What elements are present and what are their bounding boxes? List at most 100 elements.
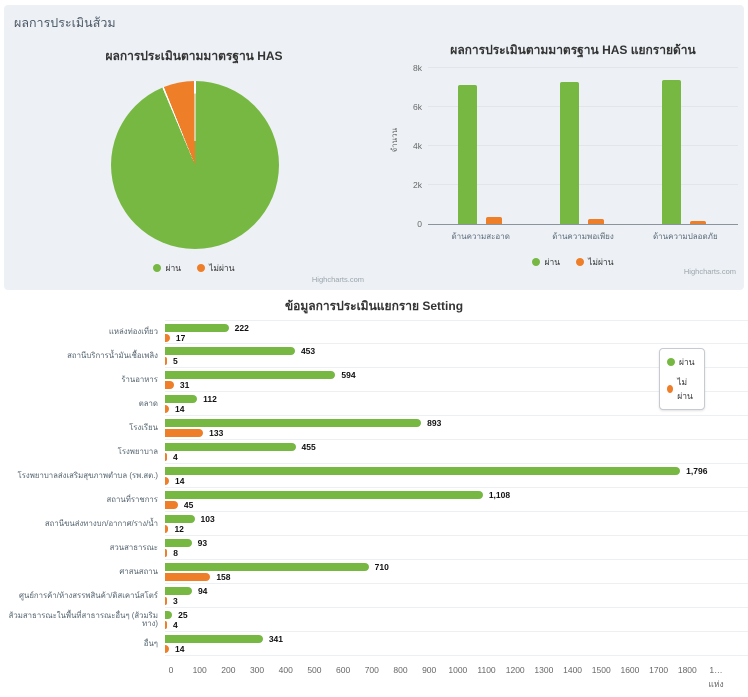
barh-track: 455 4	[165, 440, 748, 464]
barh-bar-fail[interactable]	[165, 405, 170, 413]
barh-bar-pass[interactable]	[165, 395, 198, 403]
barh-bar-fail[interactable]	[165, 453, 167, 461]
barh-bar-pass[interactable]	[165, 563, 369, 571]
highcharts-credit[interactable]: Highcharts.com	[683, 267, 736, 276]
barh-category-label: ศาสนสถาน	[119, 566, 158, 576]
barh-track: 25 4	[165, 608, 748, 632]
barh-value-label: 710	[374, 562, 389, 572]
barh-bar-pass[interactable]	[165, 324, 229, 332]
x-tick-label: 200	[221, 665, 236, 675]
highcharts-credit[interactable]: Highcharts.com	[311, 275, 364, 284]
barh-value-label: 5	[173, 356, 178, 366]
barh-bar-pass[interactable]	[165, 371, 336, 379]
barh-value-label: 45	[183, 500, 194, 510]
legend-item-fail[interactable]: ไม่ผ่าน	[667, 375, 697, 403]
barh-value-label: 4	[173, 452, 178, 462]
barh-bar-pass[interactable]	[165, 443, 296, 451]
barh-bar-pass[interactable]	[165, 467, 681, 475]
legend-fail-label: ไม่ผ่าน	[209, 263, 235, 273]
legend-pass-label: ผ่าน	[544, 257, 561, 267]
legend-item-pass[interactable]: ผ่าน	[153, 261, 181, 275]
barh-value-label: 31	[179, 380, 190, 390]
barh-bar-fail[interactable]	[165, 573, 211, 581]
barh-category-label: โรงพยาบาลส่งเสริมสุขภาพตำบล (รพ.สต.)	[17, 470, 158, 480]
barh-bar-fail[interactable]	[165, 357, 167, 365]
barh-bar-pass[interactable]	[165, 419, 422, 427]
column-bar-pass[interactable]	[662, 79, 682, 224]
barh-bar-fail[interactable]	[165, 334, 170, 342]
barh-row: สถานีบริการน้ำมันเชื้อเพลิง 453 5	[0, 344, 748, 368]
x-tick-label: 1100	[477, 665, 496, 675]
legend-item-fail[interactable]: ไม่ผ่าน	[197, 261, 235, 275]
legend-item-pass[interactable]: ผ่าน	[667, 355, 697, 369]
barh-value-label: 112	[203, 394, 217, 404]
column-bar-pass[interactable]	[560, 81, 579, 224]
x-tick-label: 1…	[709, 665, 723, 675]
barh-bar-fail[interactable]	[165, 477, 170, 485]
x-tick-label: 900	[422, 665, 437, 675]
column-bar-pass[interactable]	[457, 84, 477, 224]
x-tick-label: 300	[249, 665, 265, 675]
barh-x-axis: แห่ง 0 100 200 300 400 500 600 700 800 900 1000 110…	[169, 662, 724, 689]
barh-row: ศูนย์การค้า/ห้างสรรพสินค้า/ดิสเคาน์สโตร์…	[0, 584, 748, 608]
barh-bar-fail[interactable]	[165, 597, 167, 605]
fail-swatch-icon	[667, 385, 674, 393]
x-tick-label: 1300	[534, 665, 554, 675]
barh-row: แหล่งท่องเที่ยว 222 17	[0, 320, 748, 344]
barh-bar-fail[interactable]	[165, 645, 170, 653]
gridline	[428, 145, 738, 146]
pie-legend: ผ่าน ไม่ผ่าน	[14, 261, 374, 275]
barh-value-label: 222	[234, 323, 249, 333]
barh-bar-fail[interactable]	[165, 381, 174, 389]
legend-fail-label: ไม่ผ่าน	[677, 377, 693, 401]
has-summary-panel: ผลการประเมินส้วม ผลการประเมินตามมาตรฐาน …	[4, 5, 744, 290]
legend-item-fail[interactable]: ไม่ผ่าน	[576, 255, 614, 269]
barh-bar-pass[interactable]	[165, 635, 263, 643]
barh-bar-pass[interactable]	[165, 491, 483, 499]
barh-category-label: โรงพยาบาล	[117, 446, 158, 456]
barh-bar-pass[interactable]	[165, 587, 192, 595]
barh-track: 1,796 14	[165, 464, 748, 488]
pass-swatch-icon	[153, 264, 162, 272]
barh-value-label: 93	[197, 538, 208, 548]
x-tick-label: 1400	[563, 665, 583, 675]
pass-swatch-icon	[667, 358, 675, 366]
barh-bar-pass[interactable]	[165, 539, 192, 547]
barh-track: 93 8	[165, 536, 748, 560]
x-tick-label: 1500	[591, 665, 611, 675]
barh-category-label: สถานที่ราชการ	[106, 494, 158, 504]
barh-value-label: 1,796	[686, 466, 708, 476]
barh-row: ส้วมสาธารณะในพื้นที่สาธารณะอื่นๆ (ส้วมริ…	[0, 608, 748, 632]
barh-bar-fail[interactable]	[165, 621, 167, 629]
pie-graphic[interactable]	[111, 81, 279, 249]
x-category-label: ด้านความพอเพียง	[552, 232, 614, 241]
barh-bar-fail[interactable]	[165, 429, 204, 437]
barh-bar-pass[interactable]	[165, 515, 195, 523]
x-tick-label: 1000	[448, 665, 468, 675]
column-bar-fail[interactable]	[485, 217, 502, 224]
barh-value-label: 158	[216, 572, 231, 582]
fail-swatch-icon	[197, 264, 206, 272]
x-tick-label: 800	[393, 665, 408, 675]
barh-bar-pass[interactable]	[165, 611, 173, 619]
barh-bar-fail[interactable]	[165, 549, 168, 557]
x-tick-label: 600	[336, 665, 351, 675]
barh-track: 94 3	[165, 584, 748, 608]
y-tick-label: 0	[417, 219, 422, 229]
barh-value-label: 453	[300, 346, 316, 356]
barh-bar-fail[interactable]	[165, 501, 178, 509]
barh-value-label: 133	[209, 428, 224, 438]
barh-bar-pass[interactable]	[165, 347, 295, 355]
barh-category-label: อื่นๆ	[143, 638, 158, 648]
column-bar-fail[interactable]	[690, 220, 707, 224]
barh-row: โรงเรียน 893 133	[0, 416, 748, 440]
barh-value-label: 341	[268, 634, 283, 644]
barh-bar-fail[interactable]	[165, 525, 169, 533]
barh-track: 103 12	[165, 512, 748, 536]
legend-item-pass[interactable]: ผ่าน	[532, 255, 560, 269]
barh-category-label: แหล่งท่องเที่ยว	[108, 326, 158, 336]
column-bar-fail[interactable]	[588, 218, 604, 224]
barh-track: 893 133	[165, 416, 748, 440]
barh-value-label: 12	[174, 524, 184, 534]
fail-swatch-icon	[576, 258, 585, 266]
